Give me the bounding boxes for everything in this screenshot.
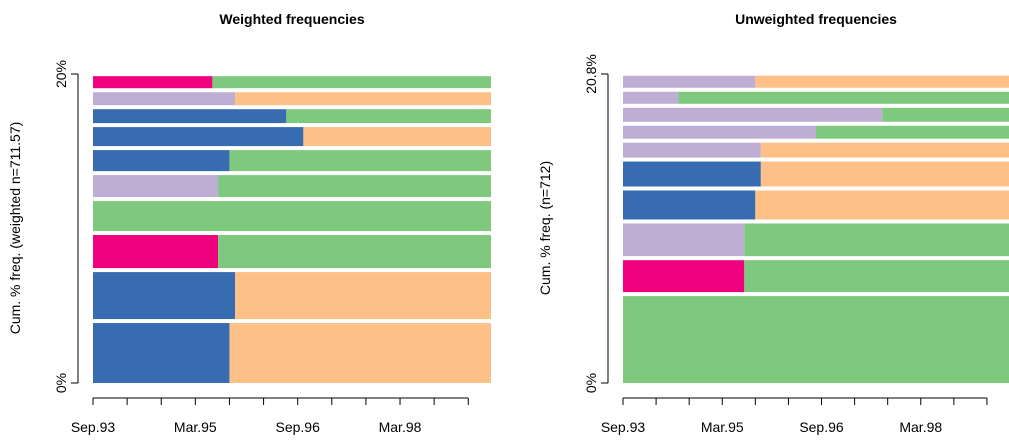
y-tick-label: 0%: [53, 373, 69, 393]
x-tick-label: Sep.93: [601, 419, 646, 435]
sequence-segment: [755, 75, 1009, 88]
sequence-segment: [93, 109, 287, 124]
sequence-segment: [93, 323, 230, 383]
sequence-segment: [623, 161, 761, 187]
x-tick-label: Sep.96: [799, 419, 844, 435]
x-tick-label: Mar.95: [701, 419, 744, 435]
sequence-segment: [229, 323, 491, 383]
sequence-segment: [93, 150, 230, 172]
sequence-segment: [623, 125, 816, 139]
sequence-segment: [93, 92, 236, 106]
sequence-segment: [623, 91, 679, 104]
sequence-segment: [623, 223, 745, 257]
sequence-segment: [760, 161, 1009, 187]
y-tick-label: 0%: [583, 373, 599, 393]
sequence-segment: [229, 150, 491, 172]
sequence-segment: [623, 75, 756, 88]
sequence-segment: [744, 260, 1009, 293]
y-axis-label: Cum. % freq. (n=712): [537, 161, 553, 295]
sequence-segment: [235, 272, 491, 320]
sequence-segment: [755, 190, 1009, 220]
sequence-segment: [623, 190, 756, 220]
sequence-segment: [93, 235, 219, 269]
sequence-segment: [623, 260, 745, 293]
y-tick-label: 20%: [53, 60, 69, 88]
sequence-segment: [93, 76, 213, 89]
x-tick-label: Sep.96: [275, 419, 320, 435]
y-tick-label: 20.8%: [583, 54, 599, 94]
sequence-segment: [623, 296, 1009, 383]
sequence-segment: [93, 175, 219, 198]
sequence-segment: [212, 76, 491, 89]
sequence-segment: [303, 127, 491, 147]
x-tick-label: Mar.98: [899, 419, 942, 435]
sequence-segment: [760, 142, 1009, 158]
y-axis-label: Cum. % freq. (weighted n=711.57): [7, 122, 23, 335]
x-tick-label: Sep.93: [71, 419, 116, 435]
sequence-segment: [678, 91, 1009, 104]
x-tick-label: Mar.95: [174, 419, 217, 435]
sequence-segment: [93, 272, 236, 320]
sequence-segment: [218, 235, 492, 269]
sequence-segment: [286, 109, 491, 124]
sequence-segment: [93, 201, 491, 232]
chart-title: Unweighted frequencies: [735, 11, 897, 27]
sequence-segment: [882, 107, 1009, 122]
x-tick-label: Mar.98: [379, 419, 422, 435]
sequence-segment: [218, 175, 492, 198]
sequence-segment: [816, 125, 1009, 139]
sequence-segment: [235, 92, 491, 106]
sequence-segment: [623, 107, 883, 122]
sequence-segment: [744, 223, 1009, 257]
sequence-segment: [623, 142, 761, 158]
chart-title: Weighted frequencies: [219, 11, 364, 27]
sequence-segment: [93, 127, 304, 147]
